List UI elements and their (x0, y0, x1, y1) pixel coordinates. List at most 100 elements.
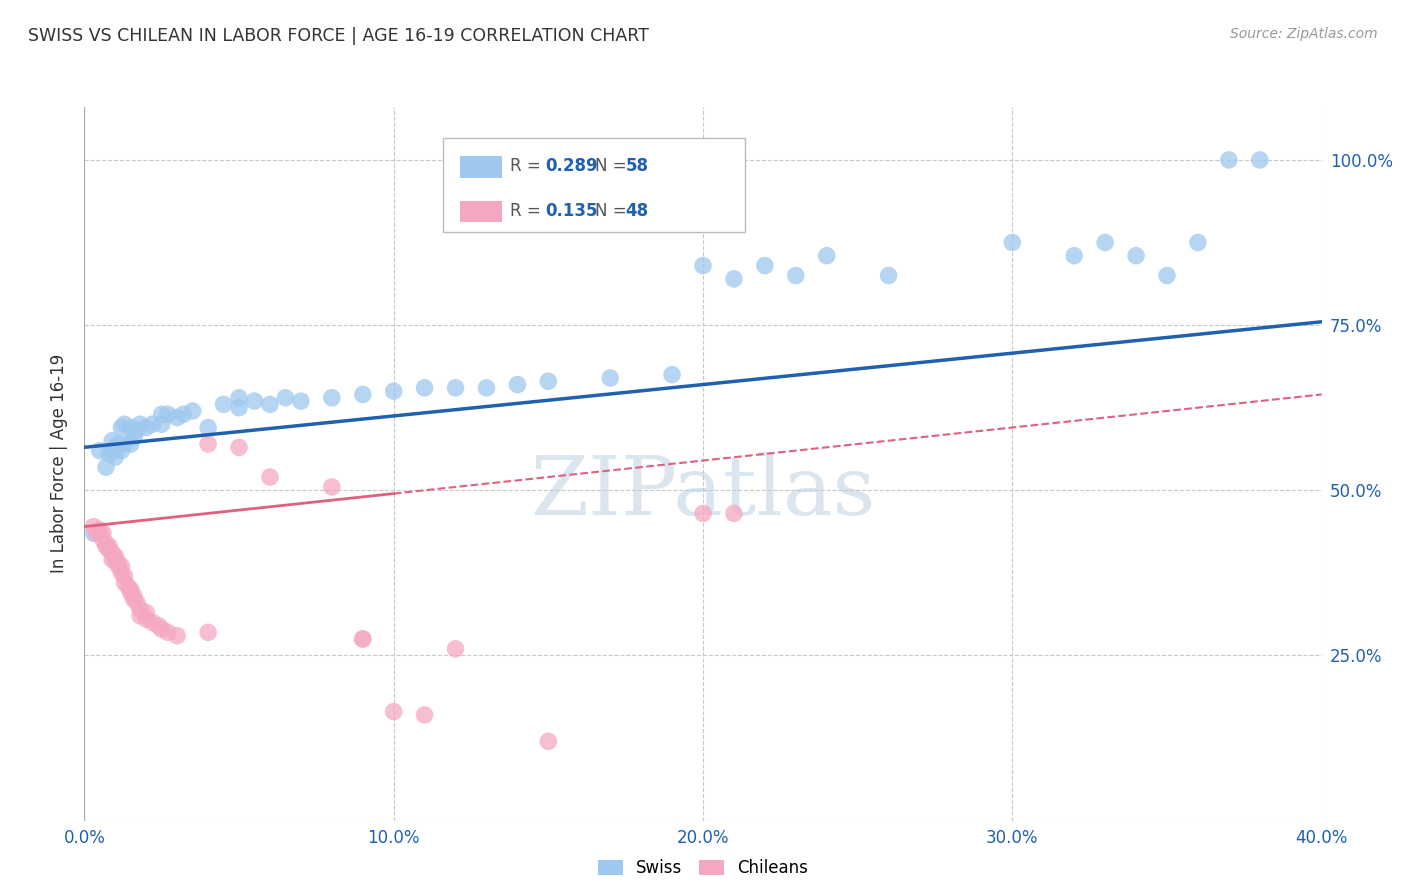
Point (114, 417, 136, 432)
Text: N =: N = (595, 157, 631, 175)
Point (135, 606, 157, 620)
Text: R =: R = (510, 202, 547, 219)
Point (120, 420, 142, 434)
Point (274, 391, 297, 405)
Point (150, 417, 173, 432)
Point (172, 407, 194, 421)
Point (110, 443, 132, 458)
Point (692, 507, 714, 521)
Point (89, 443, 111, 458)
Point (129, 602, 152, 616)
Text: 48: 48 (626, 202, 648, 219)
Point (148, 618, 170, 632)
Point (125, 596, 148, 610)
Point (166, 629, 188, 643)
Point (1218, 153, 1240, 167)
Point (1187, 235, 1209, 250)
Text: ZIPatlas: ZIPatlas (530, 452, 876, 533)
Point (89, 526, 111, 541)
Point (156, 407, 179, 421)
Point (104, 440, 127, 454)
Point (94, 540, 117, 554)
Point (1063, 249, 1085, 263)
Point (150, 622, 173, 636)
Point (120, 437, 142, 451)
Text: 58: 58 (626, 157, 648, 175)
Point (723, 507, 745, 521)
Point (243, 394, 266, 409)
Point (537, 734, 560, 748)
Point (1001, 235, 1024, 250)
Point (89, 523, 111, 537)
Point (1125, 249, 1147, 263)
Point (413, 707, 436, 722)
Point (475, 381, 498, 395)
Point (352, 632, 374, 646)
Point (352, 632, 374, 646)
Point (1156, 268, 1178, 283)
Point (382, 384, 405, 399)
Point (94, 536, 117, 550)
Point (98, 447, 121, 461)
Point (94, 460, 117, 475)
Point (156, 625, 179, 640)
Text: Source: ZipAtlas.com: Source: ZipAtlas.com (1230, 27, 1378, 41)
Text: SWISS VS CHILEAN IN LABOR FORCE | AGE 16-19 CORRELATION CHART: SWISS VS CHILEAN IN LABOR FORCE | AGE 16… (28, 27, 650, 45)
Point (197, 420, 219, 434)
Point (110, 559, 132, 574)
Point (352, 387, 374, 401)
Point (228, 401, 250, 415)
Point (444, 641, 467, 656)
Point (1249, 153, 1271, 167)
Point (91, 533, 114, 547)
Point (877, 268, 900, 283)
Point (101, 434, 124, 448)
Point (599, 371, 621, 385)
Point (1094, 235, 1116, 250)
Point (122, 430, 145, 444)
Text: 0.289: 0.289 (546, 157, 598, 175)
Text: R =: R = (510, 157, 547, 175)
Point (815, 249, 838, 263)
Point (107, 556, 129, 570)
Point (98, 540, 121, 554)
Point (125, 424, 148, 438)
Point (110, 566, 132, 580)
Point (785, 268, 807, 283)
Point (141, 417, 163, 432)
Point (259, 470, 281, 484)
Text: N =: N = (595, 202, 631, 219)
Point (114, 437, 136, 451)
Point (83, 526, 105, 541)
Point (506, 377, 529, 392)
Point (135, 612, 157, 626)
Point (101, 443, 124, 458)
Point (104, 549, 127, 564)
Point (86, 526, 108, 541)
Point (321, 391, 343, 405)
Legend: Swiss, Chileans: Swiss, Chileans (591, 853, 815, 884)
Point (107, 437, 129, 451)
Point (197, 625, 219, 640)
Point (321, 480, 343, 494)
Point (181, 404, 204, 418)
Point (122, 589, 145, 603)
Point (228, 440, 250, 454)
Point (104, 450, 127, 465)
Point (537, 374, 560, 388)
Point (98, 542, 121, 557)
Point (129, 417, 152, 432)
Point (197, 437, 219, 451)
Point (228, 391, 250, 405)
Point (120, 585, 142, 599)
Point (150, 407, 173, 421)
Point (114, 569, 136, 583)
Y-axis label: In Labor Force | Age 16-19: In Labor Force | Age 16-19 (51, 354, 69, 574)
Point (413, 381, 436, 395)
Point (754, 259, 776, 273)
Point (692, 259, 714, 273)
Point (723, 272, 745, 286)
Point (114, 575, 136, 590)
Text: 0.135: 0.135 (546, 202, 598, 219)
Point (290, 394, 312, 409)
